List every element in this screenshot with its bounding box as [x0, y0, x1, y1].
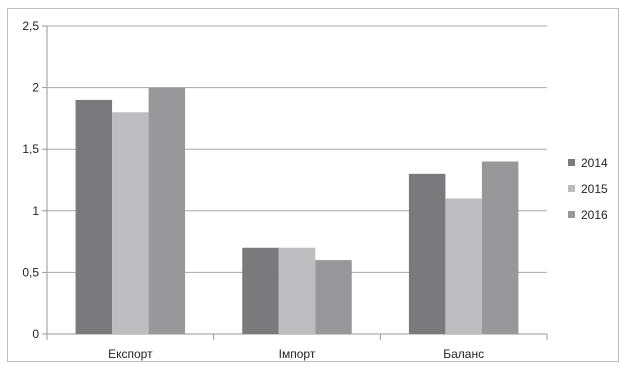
legend-label: 2014: [581, 156, 608, 170]
bar-2014-0: [75, 99, 113, 334]
category-labels: Експорт Імпорт Баланс: [108, 347, 484, 361]
bar-2014-1: [242, 247, 279, 334]
y-tick-label: 2,5: [22, 19, 39, 33]
legend: 2014 2015 2016: [568, 156, 608, 222]
bar-2015-2: [445, 198, 482, 334]
y-tick-label: 1: [32, 204, 39, 218]
y-tick-labels: 0 0,5 1 1,5 2 2,5: [22, 19, 47, 341]
y-tick-label: 2: [32, 81, 39, 95]
y-tick-label: 0,5: [22, 265, 39, 279]
bar-2015-0: [112, 112, 149, 335]
y-tick-label: 1,5: [22, 142, 39, 156]
y-tick-label: 0: [32, 327, 39, 341]
legend-swatch: [568, 159, 575, 166]
category-label: Експорт: [108, 347, 153, 361]
bar-2016-1: [315, 260, 352, 334]
bar-2016-2: [481, 161, 519, 334]
bar-2015-1: [278, 247, 316, 334]
legend-label: 2015: [581, 182, 608, 196]
legend-swatch: [568, 211, 575, 218]
legend-label: 2016: [581, 208, 608, 222]
chart-frame: [7, 8, 619, 362]
category-label: Імпорт: [279, 347, 316, 361]
bar-2014-2: [408, 173, 446, 334]
x-tick-marks: [46, 334, 548, 340]
category-label: Баланс: [443, 347, 484, 361]
bar-2016-0: [148, 87, 186, 334]
legend-swatch: [568, 185, 575, 192]
bars: [75, 87, 519, 335]
